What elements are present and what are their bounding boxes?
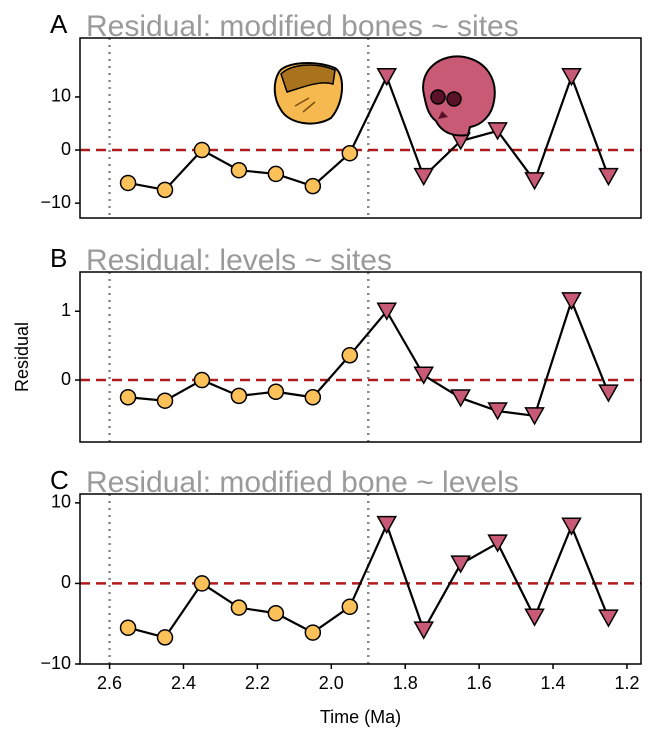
skull-icon xyxy=(423,56,495,135)
point-circle xyxy=(158,393,173,408)
point-circle xyxy=(194,576,209,591)
point-circle xyxy=(305,625,320,640)
point-circle xyxy=(194,373,209,388)
point-triangle xyxy=(526,173,544,189)
y-tick-label: −10 xyxy=(40,192,71,212)
point-triangle xyxy=(563,69,581,85)
panel-label: A xyxy=(50,9,68,39)
point-circle xyxy=(158,630,173,645)
point-triangle xyxy=(378,517,396,533)
point-circle xyxy=(268,166,283,181)
x-tick-label: 1.6 xyxy=(467,673,492,693)
point-triangle xyxy=(452,556,470,572)
point-triangle xyxy=(415,622,433,638)
point-circle xyxy=(231,163,246,178)
point-circle xyxy=(342,599,357,614)
point-circle xyxy=(121,620,136,635)
point-circle xyxy=(268,606,283,621)
plot-frame xyxy=(80,272,641,442)
x-tick-label: 2.2 xyxy=(245,673,270,693)
point-circle xyxy=(194,143,209,158)
bone-icon xyxy=(275,63,342,123)
point-triangle xyxy=(599,610,617,626)
point-circle xyxy=(231,388,246,403)
y-tick-label: 0 xyxy=(61,139,71,159)
point-triangle xyxy=(415,169,433,185)
point-circle xyxy=(268,384,283,399)
point-circle xyxy=(121,175,136,190)
y-tick-label: 10 xyxy=(51,86,71,106)
y-tick-label: 1 xyxy=(61,300,71,320)
point-triangle xyxy=(378,69,396,85)
x-axis-title: Time (Ma) xyxy=(320,707,401,727)
x-tick-label: 1.2 xyxy=(614,673,639,693)
point-circle xyxy=(305,390,320,405)
point-circle xyxy=(305,179,320,194)
x-tick-label: 1.4 xyxy=(541,673,566,693)
x-tick-label: 2.4 xyxy=(171,673,196,693)
point-triangle xyxy=(378,303,396,319)
x-tick-label: 2.6 xyxy=(97,673,122,693)
point-triangle xyxy=(489,535,507,551)
figure: AResidual: modified bones ~ sites−10010B… xyxy=(0,0,652,732)
y-tick-label: 10 xyxy=(51,492,71,512)
panel-label: C xyxy=(50,465,69,495)
y-tick-label: −10 xyxy=(40,653,71,673)
point-circle xyxy=(342,146,357,161)
point-circle xyxy=(121,390,136,405)
y-axis-title: Residual xyxy=(12,322,32,392)
x-tick-label: 2.0 xyxy=(319,673,344,693)
point-triangle xyxy=(526,609,544,625)
point-triangle xyxy=(563,518,581,534)
point-triangle xyxy=(599,169,617,185)
panel-label: B xyxy=(50,243,67,273)
point-circle xyxy=(231,600,246,615)
point-circle xyxy=(342,348,357,363)
point-triangle xyxy=(452,390,470,406)
y-tick-label: 0 xyxy=(61,572,71,592)
x-tick-label: 1.8 xyxy=(393,673,418,693)
y-tick-label: 0 xyxy=(61,369,71,389)
point-circle xyxy=(158,182,173,197)
point-triangle xyxy=(489,123,507,139)
point-triangle xyxy=(599,385,617,401)
point-triangle xyxy=(563,293,581,309)
